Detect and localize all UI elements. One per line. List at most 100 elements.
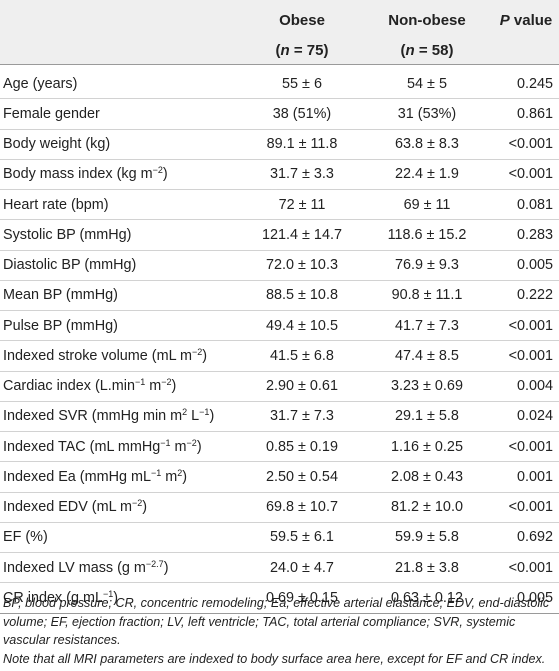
nonobese-value: 3.23 ± 0.69 [391, 378, 463, 395]
obese-value: 24.0 ± 4.7 [270, 559, 334, 576]
obese-value: 31.7 ± 7.3 [270, 408, 334, 425]
table-row: Age (years) 55 ± 6 54 ± 5 0.245 [0, 65, 559, 99]
p-value: 0.861 [516, 105, 553, 122]
header-blank-2 [0, 36, 243, 65]
obese-value: 72 ± 11 [278, 196, 326, 213]
table-row: Body weight (kg) 89.1 ± 11.8 63.8 ± 8.3 <0.… [0, 129, 559, 160]
row-label: Age (years) [3, 75, 78, 92]
row-label: Pulse BP (mmHg) [3, 317, 118, 334]
obese-value: 2.50 ± 0.54 [266, 468, 338, 485]
table-container: Obese Non-obese P value (n = 75) (n = 58… [0, 0, 559, 613]
obese-value: 55 ± 6 [282, 75, 322, 92]
p-value: <0.001 [508, 559, 553, 576]
nonobese-value: 21.8 ± 3.8 [395, 559, 459, 576]
p-value: 0.692 [516, 529, 553, 546]
p-value: 0.081 [516, 196, 553, 213]
table-row: EF (%) 59.5 ± 6.1 59.9 ± 5.8 0.692 [0, 522, 559, 553]
p-value: 0.004 [516, 378, 553, 395]
p-value: <0.001 [508, 347, 553, 364]
obese-value: 59.5 ± 6.1 [270, 529, 334, 546]
nonobese-value: 76.9 ± 9.3 [395, 257, 459, 274]
abbreviations-note: BP, blood pressure; CR, concentric remod… [3, 596, 550, 648]
table-footnotes: BP, blood pressure; CR, concentric remod… [0, 594, 559, 668]
header-nonobese-n: (n = 58) [400, 41, 454, 59]
table-row: Female gender 38 (51%) 31 (53%) 0.861 [0, 99, 559, 129]
obese-value: 72.0 ± 10.3 [266, 257, 338, 274]
table-row: Indexed stroke volume (mL m−2) 41.5 ± 6.8… [0, 341, 559, 371]
header-pvalue: P value [499, 11, 553, 29]
nonobese-value: 47.4 ± 8.5 [395, 347, 459, 364]
table-row: Indexed Ea (mmHg mL−1 m2) 2.50 ± 0.54 2.08… [0, 462, 559, 492]
nonobese-value: 118.6 ± 15.2 [387, 226, 467, 243]
row-label: Systolic BP (mmHg) [3, 226, 132, 243]
nonobese-value: 69 ± 11 [403, 196, 451, 213]
table-row: Systolic BP (mmHg) 121.4 ± 14.7 118.6 ± 15… [0, 220, 559, 250]
table-row: Diastolic BP (mmHg) 72.0 ± 10.3 76.9 ± 9.3… [0, 250, 559, 281]
row-label: Cardiac index (L.min−1 m−2) [3, 377, 177, 395]
nonobese-value: 59.9 ± 5.8 [395, 529, 459, 546]
obese-value: 88.5 ± 10.8 [266, 287, 338, 304]
nonobese-value: 31 (53%) [397, 105, 457, 122]
row-label: Female gender [3, 105, 100, 122]
row-label: Mean BP (mmHg) [3, 287, 118, 304]
row-label: Indexed EDV (mL m−2) [3, 498, 148, 516]
p-value: 0.005 [516, 589, 553, 606]
table-body: Age (years) 55 ± 6 54 ± 5 0.245 Female gende… [0, 65, 559, 613]
nonobese-value: 54 ± 5 [407, 75, 447, 92]
nonobese-value: 1.16 ± 0.25 [391, 438, 463, 455]
nonobese-value: 41.7 ± 7.3 [395, 317, 459, 334]
row-label: CR index (g mL−1) [3, 588, 119, 606]
row-label: Indexed stroke volume (mL m−2) [3, 346, 208, 364]
p-value: <0.001 [508, 317, 553, 334]
table-row: Body mass index (kg m−2) 31.7 ± 3.3 22.4 ±… [0, 159, 559, 190]
p-value: <0.001 [508, 136, 553, 153]
obese-value: 31.7 ± 3.3 [270, 166, 334, 183]
row-label: Heart rate (bpm) [3, 196, 109, 213]
nonobese-value: 29.1 ± 5.8 [395, 408, 459, 425]
obese-value: 38 (51%) [272, 105, 332, 122]
row-label: Indexed Ea (mmHg mL−1 m2) [3, 467, 188, 485]
obese-value: 69.8 ± 10.7 [266, 499, 338, 516]
table-row: Indexed EDV (mL m−2) 69.8 ± 10.7 81.2 ± 10… [0, 492, 559, 523]
nonobese-value: 2.08 ± 0.43 [391, 468, 463, 485]
table-row: Cardiac index (L.min−1 m−2) 2.90 ± 0.61 3.… [0, 371, 559, 402]
table-row: Indexed LV mass (g m−2.7) 24.0 ± 4.7 21.8 … [0, 553, 559, 583]
row-label: Body weight (kg) [3, 136, 111, 153]
p-value: 0.245 [516, 75, 553, 92]
obese-value: 49.4 ± 10.5 [266, 317, 338, 334]
table-row: Heart rate (bpm) 72 ± 11 69 ± 11 0.081 [0, 190, 559, 220]
p-value: 0.283 [516, 226, 553, 243]
header-blank-3 [493, 36, 559, 65]
obese-value: 2.90 ± 0.61 [266, 378, 338, 395]
obese-value: 0.85 ± 0.19 [266, 438, 338, 455]
header-obese: Obese [279, 11, 325, 29]
p-value: <0.001 [508, 499, 553, 516]
nonobese-value: 90.8 ± 11.1 [391, 287, 463, 304]
table-row: Indexed TAC (mL mmHg−1 m−2) 0.85 ± 0.19 1.… [0, 432, 559, 462]
comparison-table: Obese Non-obese P value (n = 75) (n = 58… [0, 0, 559, 613]
obese-value: 0.69 ± 0.15 [266, 589, 338, 606]
obese-value: 121.4 ± 14.7 [262, 226, 342, 243]
p-value: <0.001 [508, 438, 553, 455]
table-row: CR index (g mL−1) 0.69 ± 0.15 0.63 ± 0.12 0… [0, 583, 559, 613]
table-header: Obese Non-obese P value (n = 75) (n = 58… [0, 0, 559, 65]
header-obese-n: (n = 75) [275, 41, 329, 59]
row-label: Indexed TAC (mL mmHg−1 m−2) [3, 437, 202, 455]
p-value: 0.005 [516, 257, 553, 274]
nonobese-value: 63.8 ± 8.3 [395, 136, 459, 153]
header-nonobese: Non-obese [388, 11, 466, 29]
row-label: Body mass index (kg m−2) [3, 165, 168, 183]
nonobese-value: 0.63 ± 0.12 [391, 589, 463, 606]
row-label: Diastolic BP (mmHg) [3, 257, 137, 274]
p-value: 0.024 [516, 408, 553, 425]
table-row: Pulse BP (mmHg) 49.4 ± 10.5 41.7 ± 7.3 <0.0… [0, 311, 559, 341]
nonobese-value: 22.4 ± 1.9 [395, 166, 459, 183]
p-value: <0.001 [508, 166, 553, 183]
table-row: Indexed SVR (mmHg min m2 L−1) 31.7 ± 7.3 2… [0, 401, 559, 432]
obese-value: 89.1 ± 11.8 [266, 136, 338, 153]
row-label: Indexed SVR (mmHg min m2 L−1) [3, 407, 215, 425]
indexing-note: Note that all MRI parameters are indexed… [3, 651, 546, 666]
nonobese-value: 81.2 ± 10.0 [391, 499, 463, 516]
header-blank [0, 0, 243, 36]
table-row: Mean BP (mmHg) 88.5 ± 10.8 90.8 ± 11.1 0.22… [0, 280, 559, 311]
